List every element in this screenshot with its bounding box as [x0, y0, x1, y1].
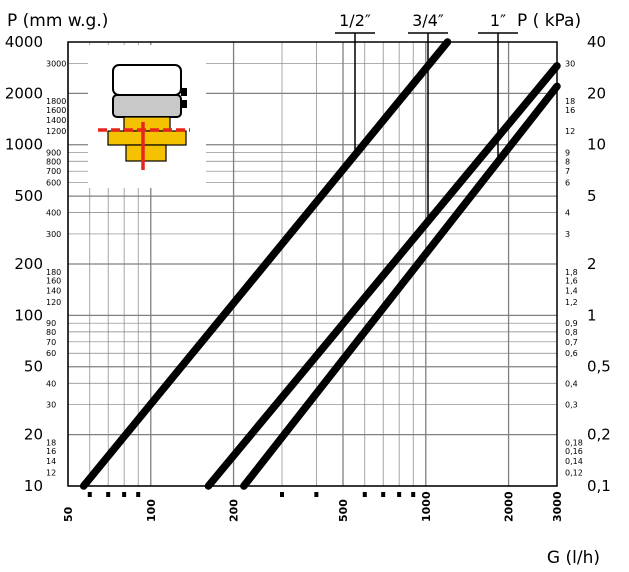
y-right-minor-label: 0,14 [565, 457, 583, 466]
y-right-minor-label: 0,3 [565, 401, 578, 410]
x-tick-label: 500 [337, 499, 350, 522]
y-left-major-label: 2000 [5, 84, 43, 102]
x-tick-label: 1000 [420, 491, 433, 522]
y-axis-labels: 1020501002005001000200040001214161830406… [5, 33, 611, 495]
x-minor-tick [381, 492, 386, 497]
y-right-minor-label: 0,6 [565, 349, 578, 358]
y-left-minor-label: 1200 [46, 127, 66, 136]
y-left-minor-label: 300 [46, 230, 61, 239]
y-left-minor-label: 18 [46, 438, 56, 447]
y-left-minor-label: 70 [46, 338, 56, 347]
x-minor-tick [362, 492, 367, 497]
y-right-major-label: 1 [587, 306, 597, 324]
series-label: 1″ [490, 11, 506, 30]
y-left-minor-label: 600 [46, 179, 61, 188]
y-right-minor-label: 0,16 [565, 447, 583, 456]
y-right-minor-label: 0,7 [565, 338, 578, 347]
y-left-major-label: 1000 [5, 136, 43, 154]
x-minor-tick [122, 492, 127, 497]
y-left-minor-label: 120 [46, 298, 61, 307]
y-left-minor-label: 40 [46, 379, 56, 388]
series-label: 1/2″ [339, 11, 371, 30]
y-left-minor-label: 80 [46, 328, 56, 337]
y-right-minor-label: 8 [565, 157, 570, 166]
x-tick-label: 2000 [503, 491, 516, 522]
y-right-minor-label: 16 [565, 106, 575, 115]
y-left-minor-label: 1400 [46, 116, 66, 125]
y-right-minor-label: 3 [565, 230, 570, 239]
y-left-minor-label: 800 [46, 157, 61, 166]
y-left-major-label: 50 [24, 358, 43, 376]
y-left-minor-label: 3000 [46, 59, 66, 68]
y-right-major-label: 5 [587, 187, 597, 205]
y-right-major-label: 0,5 [587, 358, 611, 376]
y-axis-left-title: P (mm w.g.) [7, 11, 108, 31]
y-right-minor-label: 4 [565, 209, 570, 218]
y-left-minor-label: 12 [46, 468, 56, 477]
y-right-major-label: 0,1 [587, 477, 611, 495]
y-right-major-label: 10 [587, 136, 606, 154]
x-axis-labels: 50 100 200 500 1000 2000 3000 [62, 491, 564, 522]
y-left-minor-label: 16 [46, 447, 56, 456]
y-right-major-label: 40 [587, 33, 606, 51]
y-right-major-label: 20 [587, 84, 606, 102]
plot-frame [67, 41, 558, 487]
y-right-minor-label: 1,6 [565, 277, 578, 286]
y-right-minor-label: 6 [565, 179, 570, 188]
series-label: 3/4″ [412, 11, 444, 30]
y-left-major-label: 20 [24, 426, 43, 444]
x-tick-label: 50 [62, 506, 75, 522]
y-left-major-label: 100 [14, 306, 43, 324]
y-left-minor-label: 90 [46, 319, 56, 328]
series-lines: 1/2″ 3/4″ 1″ [79, 11, 561, 490]
y-right-minor-label: 1,8 [565, 268, 578, 277]
y-left-minor-label: 1600 [46, 106, 66, 115]
y-left-minor-label: 140 [46, 286, 61, 295]
x-minor-tick [279, 492, 284, 497]
y-left-minor-label: 700 [46, 167, 61, 176]
y-left-major-label: 4000 [5, 33, 43, 51]
y-right-minor-label: 0,9 [565, 319, 578, 328]
y-left-minor-label: 180 [46, 268, 61, 277]
y-right-minor-label: 1,2 [565, 298, 578, 307]
y-right-minor-label: 9 [565, 149, 570, 158]
y-right-minor-label: 0,4 [565, 379, 578, 388]
x-tick-label: 3000 [551, 491, 564, 522]
x-tick-label: 200 [228, 499, 241, 522]
y-left-major-label: 10 [24, 477, 43, 495]
y-left-minor-label: 1800 [46, 97, 66, 106]
valve-diagram-icon [88, 45, 206, 188]
x-minor-tick [411, 492, 416, 497]
y-axis-right-title: P ( kPa) [517, 11, 581, 31]
y-right-minor-label: 30 [565, 59, 575, 68]
y-right-minor-label: 0,18 [565, 438, 583, 447]
y-right-minor-label: 0,8 [565, 328, 578, 337]
y-left-minor-label: 30 [46, 401, 56, 410]
y-right-minor-label: 0,12 [565, 468, 583, 477]
x-minor-tick [397, 492, 402, 497]
y-right-minor-label: 12 [565, 127, 575, 136]
x-minor-tick [314, 492, 319, 497]
y-left-minor-label: 60 [46, 349, 56, 358]
y-right-minor-label: 1,4 [565, 286, 578, 295]
y-left-major-label: 500 [14, 187, 43, 205]
x-minor-tick [106, 492, 111, 497]
x-minor-tick [87, 492, 92, 497]
series-line [79, 38, 452, 490]
y-right-minor-label: 18 [565, 97, 575, 106]
y-right-major-label: 2 [587, 255, 597, 273]
y-left-minor-label: 14 [46, 457, 56, 466]
x-minor-tick [136, 492, 141, 497]
x-tick-label: 100 [145, 499, 158, 522]
y-left-minor-label: 160 [46, 277, 61, 286]
series-line [204, 62, 561, 490]
y-left-minor-label: 400 [46, 209, 61, 218]
y-left-minor-label: 900 [46, 149, 61, 158]
y-left-major-label: 200 [14, 255, 43, 273]
y-right-minor-label: 7 [565, 167, 570, 176]
y-right-major-label: 0,2 [587, 426, 611, 444]
x-axis-title: G (l/h) [547, 548, 600, 568]
series-line [240, 82, 561, 490]
